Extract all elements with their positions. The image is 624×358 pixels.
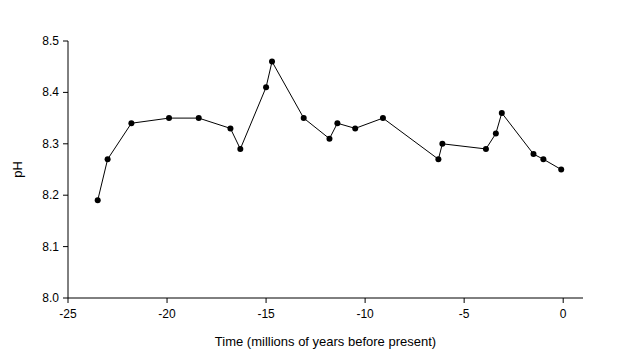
x-axis-label: Time (millions of years before present)	[215, 334, 436, 349]
point	[540, 156, 546, 162]
point	[301, 115, 307, 121]
x-tick	[464, 298, 465, 303]
x-tick-label: -25	[59, 307, 77, 321]
point	[493, 131, 499, 137]
x-tick-label: -20	[158, 307, 176, 321]
x-tick-label: 0	[560, 307, 567, 321]
x-axis	[68, 298, 583, 299]
background	[0, 0, 624, 358]
y-tick-label: 8.0	[42, 291, 59, 305]
point	[558, 167, 564, 173]
y-tick-label: 8.5	[42, 34, 59, 48]
x-tick-label: -10	[356, 307, 374, 321]
y-tick-label: 8.2	[42, 188, 59, 202]
y-tick	[63, 143, 68, 144]
point	[380, 115, 386, 121]
point	[95, 197, 101, 203]
y-tick	[63, 298, 68, 299]
x-tick	[68, 298, 69, 303]
y-tick	[63, 246, 68, 247]
point	[269, 59, 275, 65]
point	[352, 125, 358, 131]
x-tick	[266, 298, 267, 303]
point	[334, 120, 340, 126]
line	[98, 62, 562, 201]
point	[105, 156, 111, 162]
point	[483, 146, 489, 152]
y-axis-label: pH	[10, 161, 25, 178]
plot-area	[95, 59, 565, 204]
point	[439, 141, 445, 147]
y-tick	[63, 92, 68, 93]
y-tick-label: 8.4	[42, 85, 59, 99]
x-tick	[563, 298, 564, 303]
point	[263, 84, 269, 90]
point	[435, 156, 441, 162]
y-axis	[68, 41, 69, 298]
point	[128, 120, 134, 126]
y-tick	[63, 195, 68, 196]
point	[530, 151, 536, 157]
point	[227, 125, 233, 131]
point	[166, 115, 172, 121]
chart: 8.0 8.1 8.2 8.3 8.4 8.5 -25 -20 -15 -10 -5 0 Time (m…	[0, 0, 624, 358]
point	[237, 146, 243, 152]
y-tick-label: 8.1	[42, 240, 59, 254]
point	[326, 136, 332, 142]
x-tick-label: -5	[459, 307, 470, 321]
y-tick-label: 8.3	[42, 137, 59, 151]
point	[196, 115, 202, 121]
x-tick	[167, 298, 168, 303]
x-tick-label: -15	[257, 307, 275, 321]
x-tick	[365, 298, 366, 303]
point	[499, 110, 505, 116]
y-tick	[63, 41, 68, 42]
